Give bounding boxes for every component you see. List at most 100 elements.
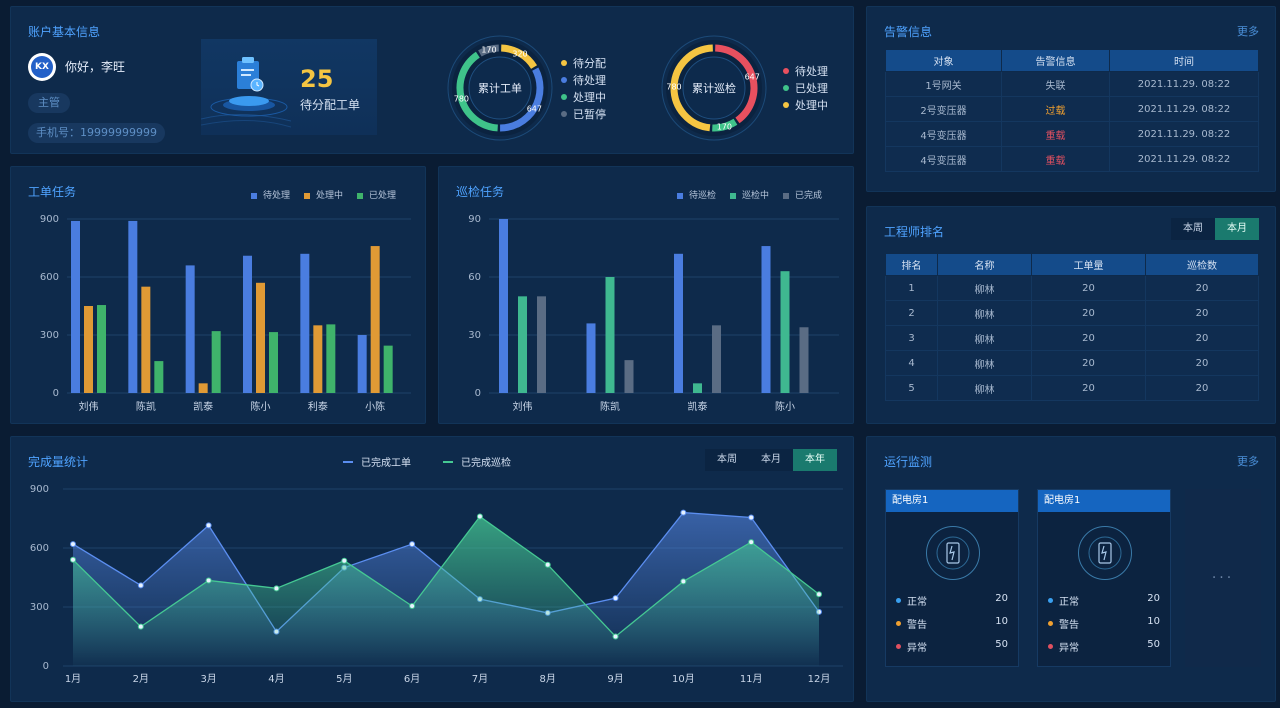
monitor-more-link[interactable]: 更多: [1237, 455, 1259, 468]
tab-this-week[interactable]: 本周: [1171, 218, 1215, 240]
engineer-row[interactable]: 1 柳林 20 20: [885, 275, 1259, 301]
status-count: 20: [995, 593, 1008, 604]
work-order-bar: [370, 246, 380, 393]
completion-tab[interactable]: 本周: [705, 449, 749, 471]
orders-donut-legend-item[interactable]: 待分配: [561, 55, 606, 71]
engineer-row[interactable]: 4 柳林 20 20: [885, 350, 1259, 376]
completion-data-point[interactable]: [341, 557, 348, 564]
x-tick-label: 1月: [65, 673, 81, 685]
rank-cell: 4: [885, 350, 938, 376]
completion-tab[interactable]: 本月: [749, 449, 793, 471]
completion-data-point[interactable]: [544, 561, 551, 568]
status-row-error: 异常 50: [896, 639, 1008, 654]
donut-outer-ring: [447, 35, 553, 141]
orders-donut-slice-label-1: 647: [527, 105, 542, 114]
completion-data-point[interactable]: [612, 633, 619, 640]
orders-donut-legend: 待分配待处理 处理中已暂停: [561, 55, 641, 125]
patrol-bar: [605, 277, 615, 393]
patrols-cell: 20: [1145, 300, 1259, 326]
status-dot: [1048, 644, 1053, 649]
work-order-bar: [141, 286, 151, 393]
alarm-info-cell: 重载: [1001, 146, 1110, 172]
monitor-placeholder-card[interactable]: ···: [1185, 489, 1261, 667]
orders-donut-legend-item[interactable]: 已暂停: [561, 106, 606, 122]
completion-data-point[interactable]: [137, 582, 144, 589]
patrol-chart-title: 巡检任务: [456, 185, 505, 199]
work-order-legend-item[interactable]: 待处理: [251, 188, 290, 201]
completion-data-point[interactable]: [409, 541, 416, 548]
orders-donut-legend-label: 已暂停: [573, 108, 606, 121]
pending-orders-count: 25: [300, 65, 334, 93]
distribution-room-card[interactable]: 配电房1 正常 20 警告 10 异常 50: [885, 489, 1019, 667]
completion-data-point[interactable]: [70, 541, 76, 548]
completion-legend-item[interactable]: 已完成工单: [343, 454, 411, 469]
work-order-legend-item[interactable]: 处理中: [304, 188, 343, 201]
patrol-donut-legend-item[interactable]: 已处理: [783, 80, 828, 96]
alarm-more-link[interactable]: 更多: [1237, 25, 1259, 38]
patrol-legend-label: 已完成: [795, 191, 823, 201]
orders-donut-legend-item[interactable]: 待处理: [561, 72, 606, 88]
pending-orders-card[interactable]: 25 待分配工单: [201, 39, 377, 135]
engineer-col-patrols: 巡检数: [1145, 253, 1259, 276]
completion-area-chart: 0 300 600 900 1月 2月 3月 4月 5月 6月 7月 8月 9月 10月 11月 12月: [30, 484, 843, 685]
alarm-row[interactable]: 4号变压器 重载 2021.11.29. 08:22: [885, 146, 1259, 172]
completion-data-point[interactable]: [137, 623, 144, 630]
patrol-legend-item[interactable]: 待巡检: [677, 188, 716, 201]
x-tick-label: 6月: [404, 673, 420, 685]
distribution-room-card[interactable]: 配电房1 正常 20 警告 10 异常 50: [1037, 489, 1171, 667]
completion-data-point[interactable]: [612, 595, 619, 602]
patrol-donut-slice-2: [670, 44, 714, 132]
name-cell: 柳林: [937, 375, 1032, 401]
completion-data-point[interactable]: [816, 591, 822, 598]
engineer-row[interactable]: 2 柳林 20 20: [885, 300, 1259, 326]
engineer-ranking-panel: 工程师排名 本周 本月 排名 名称 工单量 巡检数 1 柳林 20 20 2 柳林 20 20…: [866, 206, 1276, 424]
work-order-bar: [198, 383, 208, 393]
completion-data-point[interactable]: [476, 513, 483, 520]
patrol-donut-legend-item[interactable]: 待处理: [783, 63, 828, 79]
patrol-legend-item[interactable]: 已完成: [783, 188, 822, 201]
completion-data-point[interactable]: [680, 578, 687, 585]
alarm-row[interactable]: 4号变压器 重载 2021.11.29. 08:22: [885, 121, 1259, 147]
y-tick-label: 600: [30, 543, 49, 554]
status-label: 警告: [1048, 616, 1079, 631]
work-order-bar: [256, 282, 265, 393]
completion-data-point[interactable]: [70, 556, 76, 563]
completion-chart-panel: 完成量统计 已完成工单 已完成巡检 本周 本月 本年 0 300 600 900 1月 2月 3月…: [10, 436, 854, 702]
engineer-row[interactable]: 3 柳林 20 20: [885, 325, 1259, 351]
work-order-legend-item[interactable]: 已处理: [357, 188, 396, 201]
completion-data-point[interactable]: [205, 577, 212, 584]
completion-data-point[interactable]: [273, 585, 280, 592]
patrols-cell: 20: [1145, 375, 1259, 401]
orders-donut-legend-label: 待分配: [573, 57, 606, 70]
completion-period-tabs: 本周 本月 本年: [705, 449, 837, 471]
completion-data-point[interactable]: [680, 509, 687, 516]
status-label-text: 正常: [1059, 597, 1079, 608]
monitor-panel: 运行监测 更多 配电房1 正常 20 警告 10 异常 50 配电房1 正常 20 警告 10 异常 50…: [866, 436, 1276, 702]
x-tick-label: 陈凯: [600, 400, 620, 413]
work-order-bar: [243, 255, 252, 393]
orders-donut-slice-0: [500, 44, 538, 70]
tab-this-month[interactable]: 本月: [1215, 218, 1259, 240]
y-tick-label: 0: [475, 388, 481, 399]
orders-donut-legend-item[interactable]: 处理中: [561, 89, 606, 105]
alarm-panel-title: 告警信息: [884, 25, 933, 39]
status-count: 50: [995, 639, 1008, 650]
completion-data-point[interactable]: [748, 539, 755, 546]
engineer-row[interactable]: 5 柳林 20 20: [885, 375, 1259, 401]
completion-data-point[interactable]: [748, 514, 755, 521]
alarm-col-info: 告警信息: [1001, 49, 1110, 72]
alarm-row[interactable]: 2号变压器 过载 2021.11.29. 08:22: [885, 96, 1259, 122]
status-row-error: 异常 50: [1048, 639, 1160, 654]
patrol-legend-item[interactable]: 巡检中: [730, 188, 769, 201]
donut-center: [682, 56, 746, 120]
legend-swatch: [677, 192, 683, 199]
patrol-donut-legend-item[interactable]: 处理中: [783, 97, 828, 113]
work-order-bar: [154, 361, 164, 393]
completion-data-point[interactable]: [409, 603, 416, 610]
alarm-time-cell: 2021.11.29. 08:22: [1109, 96, 1259, 122]
x-tick-label: 5月: [336, 673, 352, 685]
completion-tab[interactable]: 本年: [793, 449, 837, 471]
alarm-row[interactable]: 1号网关 失联 2021.11.29. 08:22: [885, 71, 1259, 97]
completion-legend-item[interactable]: 已完成巡检: [443, 454, 511, 469]
completion-data-point[interactable]: [205, 522, 212, 529]
